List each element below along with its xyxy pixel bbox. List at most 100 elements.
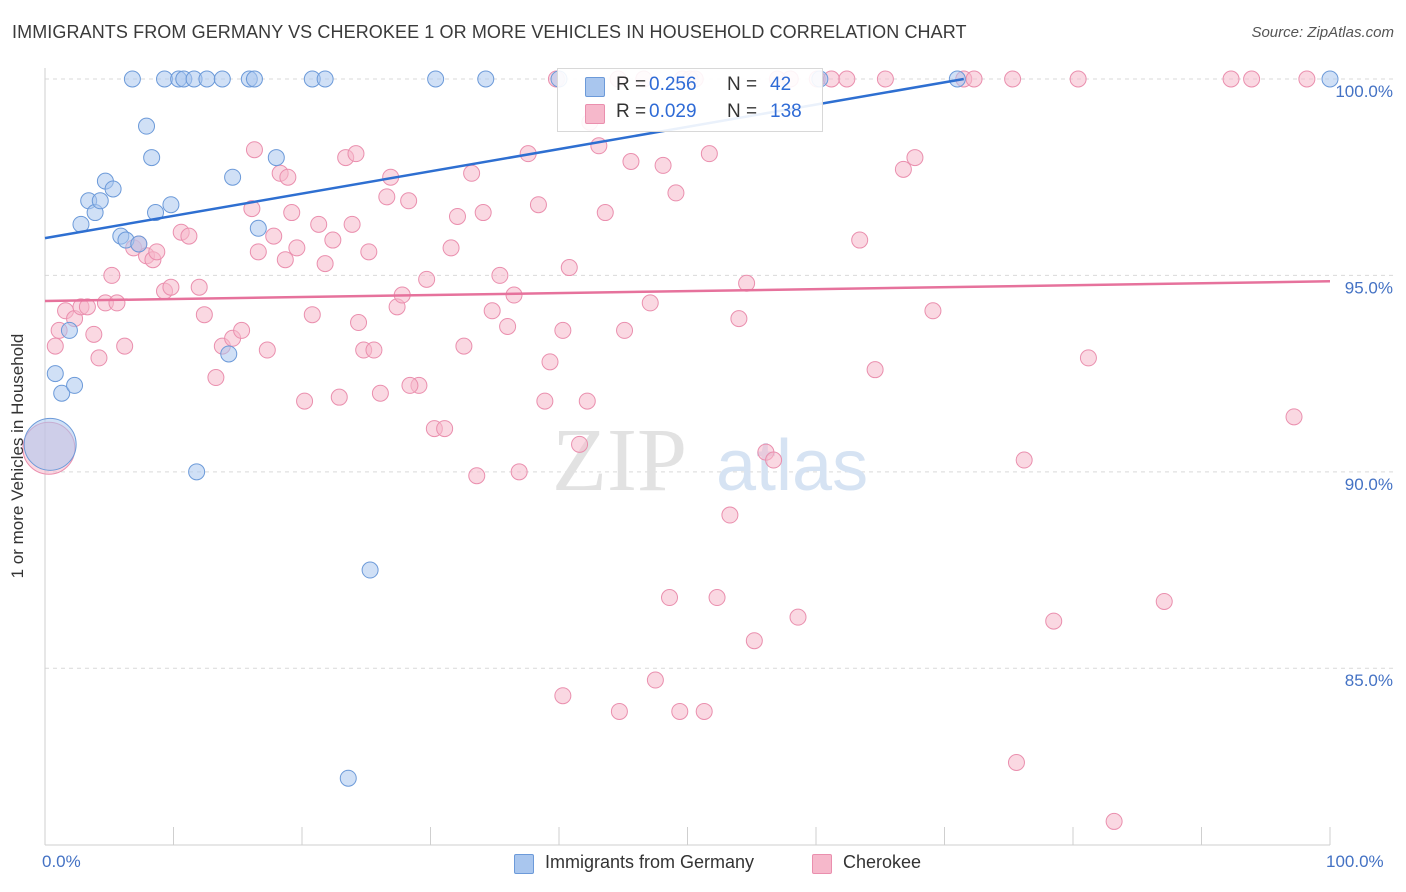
axes [44, 68, 1331, 846]
point-cherokee [789, 608, 807, 626]
point-germany [147, 204, 165, 222]
point-cherokee [1243, 70, 1261, 88]
point-germany [213, 70, 231, 88]
point-cherokee [554, 321, 572, 339]
point-cherokee [324, 231, 342, 249]
point-cherokee [721, 506, 739, 524]
point-germany [477, 70, 495, 88]
point-cherokee [347, 145, 365, 163]
point-cherokee [1015, 451, 1033, 469]
point-germany [60, 321, 78, 339]
chart-title: IMMIGRANTS FROM GERMANY VS CHEROKEE 1 OR… [12, 22, 967, 42]
point-cherokee [661, 589, 679, 607]
point-cherokee [303, 306, 321, 324]
y-tick-labels: 85.0% 90.0% 95.0% 100.0% [1335, 82, 1393, 690]
x-tick-label-max: 100.0% [1326, 852, 1384, 871]
point-cherokee [1105, 812, 1123, 830]
point-germany [143, 149, 161, 167]
point-cherokee [965, 70, 983, 88]
point-cherokee [378, 188, 396, 206]
point-cherokee [838, 70, 856, 88]
point-cherokee [1004, 70, 1022, 88]
gridlines [45, 78, 1395, 669]
point-cherokee [671, 702, 689, 720]
point-cherokee [1155, 592, 1173, 610]
point-germany [1321, 70, 1339, 88]
point-germany [123, 70, 141, 88]
point-germany [53, 384, 71, 402]
correlation-legend: R = 0.256 N = 42 R = 0.029 N = 138 [557, 68, 823, 132]
point-cherokee [350, 314, 368, 332]
point-cherokee [876, 70, 894, 88]
point-germany [249, 219, 267, 237]
source-attribution: Source: ZipAtlas.com [1251, 24, 1394, 41]
point-cherokee [468, 467, 486, 485]
point-cherokee [401, 376, 419, 394]
point-germany [156, 70, 174, 88]
point-cherokee [1045, 612, 1063, 630]
point-cherokee [448, 207, 466, 225]
point-cherokee [276, 251, 294, 269]
point-germany [245, 70, 263, 88]
point-germany [188, 463, 206, 481]
point-germany [46, 365, 64, 383]
point-cherokee [108, 294, 126, 312]
watermark: ZIP atlas [552, 411, 868, 510]
point-cherokee [866, 361, 884, 379]
point-cherokee [510, 463, 528, 481]
point-cherokee [765, 451, 783, 469]
point-cherokee [316, 255, 334, 273]
point-cherokee [310, 215, 328, 233]
point-cherokee [616, 321, 634, 339]
point-germany [224, 168, 242, 186]
point-cherokee [646, 671, 664, 689]
point-cherokee [474, 204, 492, 222]
point-cherokee [195, 306, 213, 324]
legend-n-label: N = [727, 74, 758, 95]
y-axis-label: 1 or more Vehicles in Household [8, 333, 27, 579]
legend-r-value: 0.029 [649, 101, 697, 122]
point-germany [427, 70, 445, 88]
point-cherokee [436, 420, 454, 438]
legend-n-value: 42 [770, 74, 792, 95]
watermark-atlas: atlas [716, 426, 868, 506]
point-cherokee [906, 149, 924, 167]
point-cherokee [667, 184, 685, 202]
point-germany [361, 561, 379, 579]
point-cherokee [851, 231, 869, 249]
legend-r-label: R = [616, 101, 647, 122]
legend-n-label: N = [727, 101, 758, 122]
point-cherokee [283, 204, 301, 222]
y-tick-label: 100.0% [1335, 82, 1393, 101]
point-cherokee [541, 353, 559, 371]
bottom-legend-label-germany: Immigrants from Germany [545, 852, 755, 872]
point-cherokee [343, 215, 361, 233]
point-cherokee [455, 337, 473, 355]
point-cherokee [78, 298, 96, 316]
point-cherokee [400, 192, 418, 210]
point-cherokee [296, 392, 314, 410]
point-germany [267, 149, 285, 167]
y-tick-label: 95.0% [1345, 278, 1393, 297]
point-cherokee [180, 227, 198, 245]
point-germany [316, 70, 334, 88]
point-cherokee [738, 274, 756, 292]
point-cherokee [85, 325, 103, 343]
point-cherokee [190, 278, 208, 296]
point-cherokee [571, 435, 589, 453]
point-cherokee [924, 302, 942, 320]
x-tick-label-min: 0.0% [42, 852, 81, 871]
point-cherokee [1069, 70, 1087, 88]
legend-swatch-blue [585, 77, 605, 97]
point-cherokee [536, 392, 554, 410]
point-cherokee [365, 341, 383, 359]
point-cherokee [116, 337, 134, 355]
point-cherokee [1079, 349, 1097, 367]
point-cherokee [560, 259, 578, 277]
trend-line-cherokee [44, 280, 1331, 303]
legend-swatch-pink [585, 104, 605, 124]
point-cherokee [233, 321, 251, 339]
point-cherokee [360, 243, 378, 261]
point-germany [104, 180, 122, 198]
point-cherokee [207, 369, 225, 387]
